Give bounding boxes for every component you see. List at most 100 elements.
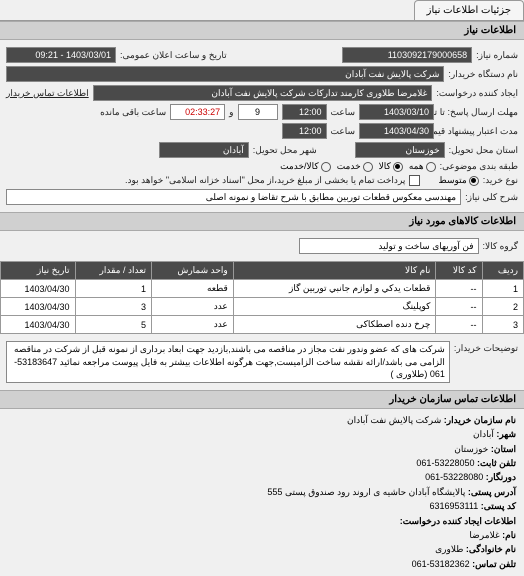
c-city-label: شهر: xyxy=(496,429,516,439)
radio-service-label: خدمت xyxy=(337,161,361,172)
field-buyernotes: شرکت های که عضو وندور نفت مجاز در مناقصه… xyxy=(6,341,450,383)
label-itemgroup: گروه کالا: xyxy=(483,241,518,252)
table-row: 1--قطعات يدكي و لوازم جانبي توربين گازقط… xyxy=(1,280,524,298)
label-remaining: ساعت باقی مانده xyxy=(100,107,166,118)
radio-group-type: همه کالا خدمت کالا/خدمت xyxy=(280,161,436,172)
c-zip: 6316953111 xyxy=(430,501,479,511)
c-fax-label: دورنگار: xyxy=(486,472,516,482)
items-table: ردیف کد کالا نام کالا واحد شمارش تعداد /… xyxy=(0,261,524,334)
radio-avg[interactable]: متوسط xyxy=(438,175,478,186)
radio-goodsservice[interactable]: کالا/خدمت xyxy=(280,161,331,172)
label-partial: پرداخت تمام یا بخشی از مبلغ خرید،از محل … xyxy=(125,175,405,186)
th-row: ردیف xyxy=(482,262,523,280)
checkbox-partial[interactable] xyxy=(409,175,420,186)
label-buytype: نوع خرید: xyxy=(483,175,518,186)
link-buyer-contact[interactable]: اطلاعات تماس خریدار xyxy=(6,88,89,99)
field-province: خوزستان xyxy=(355,142,445,158)
c-org-label: نام سازمان خریدار: xyxy=(444,415,516,425)
c-phone-label: تلفن ثابت: xyxy=(477,458,516,468)
field-valid-hour: 12:00 xyxy=(282,123,327,139)
cell-unit: قطعه xyxy=(152,280,234,298)
section-info-header: اطلاعات نیاز xyxy=(0,21,524,40)
field-generaldesc: مهندسی معکوس قطعات توربین مطابق با شرح ت… xyxy=(6,189,461,205)
c-fam-label: نام خانوادگی: xyxy=(466,544,516,554)
table-row: 3--چرخ دنده اصطکاکیعدد51403/04/30 xyxy=(1,316,524,334)
field-reqno: 1103092179000658 xyxy=(342,47,472,63)
label-and: و xyxy=(229,107,233,118)
cell-date: 1403/04/30 xyxy=(1,280,76,298)
tab-bar: جزئیات اطلاعات نیاز xyxy=(0,0,524,21)
label-hour1: ساعت xyxy=(331,107,356,118)
label-budget: طبقه بندی موضوعی: xyxy=(440,161,518,172)
section-contact-header: اطلاعات تماس سازمان خریدار xyxy=(0,390,524,409)
label-city: شهر محل تحویل: xyxy=(253,145,317,156)
cell-name: قطعات يدكي و لوازم جانبي توربين گاز xyxy=(233,280,436,298)
cell-code: -- xyxy=(436,316,482,334)
field-itemgroup: فن آوریهای ساخت و تولید xyxy=(299,238,479,254)
th-name: نام کالا xyxy=(233,262,436,280)
radio-service[interactable]: خدمت xyxy=(337,161,373,172)
label-generaldesc: شرح کلی نیاز: xyxy=(465,192,518,203)
c-addr-label: آدرس پستی: xyxy=(468,487,516,497)
radio-all-label: همه xyxy=(409,161,424,172)
info-form: شماره نیاز: 1103092179000658 تاریخ و ساع… xyxy=(0,40,524,212)
label-buyerorg: نام دستگاه خریدار: xyxy=(448,69,518,80)
cell-code: -- xyxy=(436,280,482,298)
c-cphone-label: تلفن تماس: xyxy=(472,559,516,569)
field-deadline-hour: 12:00 xyxy=(282,104,327,120)
label-requester: ایجاد کننده درخواست: xyxy=(436,88,518,99)
c-name-label: نام: xyxy=(502,530,516,540)
tab-details[interactable]: جزئیات اطلاعات نیاز xyxy=(414,0,524,20)
radio-goodsservice-label: کالا/خدمت xyxy=(280,161,319,172)
th-qty: تعداد / مقدار xyxy=(75,262,152,280)
c-org: شرکت پالایش نفت آبادان xyxy=(347,415,441,425)
label-reqno: شماره نیاز: xyxy=(476,50,518,61)
field-requester: غلامرضا طلاوری کارمند تدارکات شرکت پالای… xyxy=(93,85,433,101)
field-pubdate: 1403/03/01 - 09:21 xyxy=(6,47,116,63)
cell-code: -- xyxy=(436,298,482,316)
cell-name: چرخ دنده اصطکاکی xyxy=(233,316,436,334)
contact-area: نام سازمان خریدار: شرکت پالایش نفت آبادا… xyxy=(0,409,524,575)
label-province: استان محل تحویل: xyxy=(449,145,518,156)
c-reqcontact-label: اطلاعات ایجاد کننده درخواست: xyxy=(400,516,516,526)
c-phone: 53228050-061 xyxy=(416,458,474,468)
field-city: آبادان xyxy=(159,142,249,158)
field-valid-date: 1403/04/30 xyxy=(359,123,434,139)
c-zip-label: کد پستی: xyxy=(481,501,516,511)
cell-r: 3 xyxy=(482,316,523,334)
table-row: 2--کوپلینگعدد31403/04/30 xyxy=(1,298,524,316)
radio-avg-label: متوسط xyxy=(438,175,466,186)
cell-qty: 3 xyxy=(75,298,152,316)
section-items-header: اطلاعات کالاهای مورد نیاز xyxy=(0,212,524,231)
label-pubdate: تاریخ و ساعت اعلان عمومی: xyxy=(120,50,227,61)
c-fam: طلاوری xyxy=(435,544,463,554)
label-valid: مدت اعتبار پیشنهاد قیمت: تا تاریخ: xyxy=(438,126,518,137)
cell-unit: عدد xyxy=(152,298,234,316)
cell-qty: 5 xyxy=(75,316,152,334)
field-days: 9 xyxy=(238,104,278,120)
cell-date: 1403/04/30 xyxy=(1,316,76,334)
radio-all[interactable]: همه xyxy=(409,161,436,172)
field-remain: 02:33:27 xyxy=(170,104,225,120)
c-cphone: 53182362-061 xyxy=(412,559,470,569)
cell-r: 1 xyxy=(482,280,523,298)
label-deadline: مهلت ارسال پاسخ: تا تاریخ: xyxy=(438,107,518,118)
c-prov-label: استان: xyxy=(491,444,516,454)
c-name: غلامرضا xyxy=(469,530,499,540)
cell-unit: عدد xyxy=(152,316,234,334)
th-code: کد کالا xyxy=(436,262,482,280)
c-city: آبادان xyxy=(473,429,494,439)
th-date: تاریخ نیاز xyxy=(1,262,76,280)
c-fax: 53228080-061 xyxy=(425,472,483,482)
cell-name: کوپلینگ xyxy=(233,298,436,316)
field-buyerorg: شرکت پالایش نفت آبادان xyxy=(6,66,444,82)
label-hour2: ساعت xyxy=(331,126,356,137)
field-deadline-date: 1403/03/10 xyxy=(359,104,434,120)
cell-r: 2 xyxy=(482,298,523,316)
radio-goods[interactable]: کالا xyxy=(379,161,403,172)
label-buyernotes: توضیحات خریدار: xyxy=(454,341,518,354)
th-unit: واحد شمارش xyxy=(152,262,234,280)
c-prov: خوزستان xyxy=(454,444,488,454)
radio-goods-label: کالا xyxy=(379,161,391,172)
cell-qty: 1 xyxy=(75,280,152,298)
